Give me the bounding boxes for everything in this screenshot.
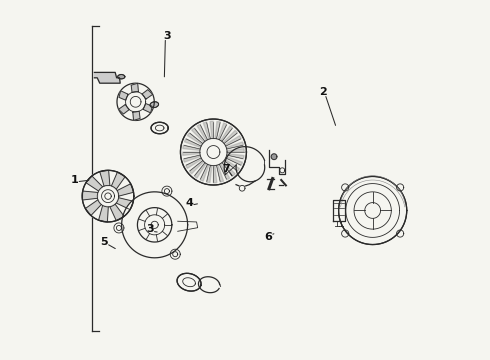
Polygon shape bbox=[178, 221, 197, 231]
Polygon shape bbox=[200, 164, 209, 181]
Polygon shape bbox=[226, 142, 244, 149]
Polygon shape bbox=[100, 170, 110, 186]
Polygon shape bbox=[162, 186, 172, 196]
Text: 1: 1 bbox=[71, 175, 78, 185]
Polygon shape bbox=[119, 105, 129, 114]
Polygon shape bbox=[333, 200, 344, 221]
Polygon shape bbox=[95, 72, 120, 83]
Polygon shape bbox=[98, 206, 108, 222]
Polygon shape bbox=[101, 190, 115, 203]
Polygon shape bbox=[183, 152, 200, 156]
Polygon shape bbox=[222, 162, 235, 176]
Polygon shape bbox=[130, 96, 141, 107]
Polygon shape bbox=[119, 91, 128, 100]
Polygon shape bbox=[82, 170, 134, 222]
Polygon shape bbox=[183, 145, 200, 150]
Polygon shape bbox=[220, 163, 230, 180]
Polygon shape bbox=[142, 90, 153, 99]
Polygon shape bbox=[118, 75, 125, 79]
Polygon shape bbox=[226, 157, 243, 165]
Polygon shape bbox=[227, 154, 244, 159]
Polygon shape bbox=[218, 123, 227, 140]
Polygon shape bbox=[116, 198, 133, 210]
Polygon shape bbox=[220, 126, 233, 141]
Polygon shape bbox=[342, 230, 349, 237]
Text: 5: 5 bbox=[100, 237, 108, 247]
Polygon shape bbox=[150, 102, 159, 108]
Polygon shape bbox=[133, 111, 140, 120]
Polygon shape bbox=[396, 184, 404, 191]
Polygon shape bbox=[217, 165, 223, 182]
Polygon shape bbox=[342, 184, 349, 191]
Polygon shape bbox=[111, 172, 125, 189]
Polygon shape bbox=[143, 103, 152, 113]
Polygon shape bbox=[85, 200, 101, 216]
Polygon shape bbox=[170, 249, 180, 259]
Polygon shape bbox=[186, 158, 202, 168]
Polygon shape bbox=[203, 122, 210, 139]
Polygon shape bbox=[271, 154, 277, 159]
Polygon shape bbox=[180, 119, 246, 185]
Polygon shape bbox=[207, 165, 212, 183]
Polygon shape bbox=[396, 230, 404, 237]
Polygon shape bbox=[194, 163, 206, 178]
Polygon shape bbox=[210, 121, 214, 139]
Polygon shape bbox=[117, 83, 154, 121]
Polygon shape bbox=[214, 166, 217, 183]
Text: 2: 2 bbox=[319, 87, 327, 97]
Polygon shape bbox=[224, 159, 240, 171]
Text: 7: 7 bbox=[222, 163, 230, 174]
Polygon shape bbox=[225, 136, 241, 146]
Text: 6: 6 bbox=[265, 232, 272, 242]
Text: 3: 3 bbox=[163, 31, 171, 41]
Polygon shape bbox=[151, 122, 168, 134]
Text: 4: 4 bbox=[186, 198, 194, 208]
Polygon shape bbox=[122, 192, 188, 258]
Polygon shape bbox=[207, 145, 220, 158]
Polygon shape bbox=[187, 133, 203, 145]
Polygon shape bbox=[131, 83, 138, 93]
Polygon shape bbox=[227, 149, 245, 152]
Text: 3: 3 bbox=[146, 225, 154, 234]
Polygon shape bbox=[184, 139, 201, 148]
Polygon shape bbox=[197, 124, 208, 140]
Polygon shape bbox=[239, 185, 245, 191]
Polygon shape bbox=[86, 176, 102, 191]
Polygon shape bbox=[82, 191, 98, 200]
Polygon shape bbox=[110, 204, 124, 221]
Polygon shape bbox=[189, 161, 204, 174]
Polygon shape bbox=[183, 155, 200, 162]
Polygon shape bbox=[223, 130, 238, 144]
Polygon shape bbox=[117, 184, 134, 196]
Polygon shape bbox=[177, 273, 201, 291]
Polygon shape bbox=[339, 176, 407, 244]
Polygon shape bbox=[215, 121, 221, 139]
Polygon shape bbox=[192, 128, 205, 143]
Polygon shape bbox=[114, 223, 124, 233]
